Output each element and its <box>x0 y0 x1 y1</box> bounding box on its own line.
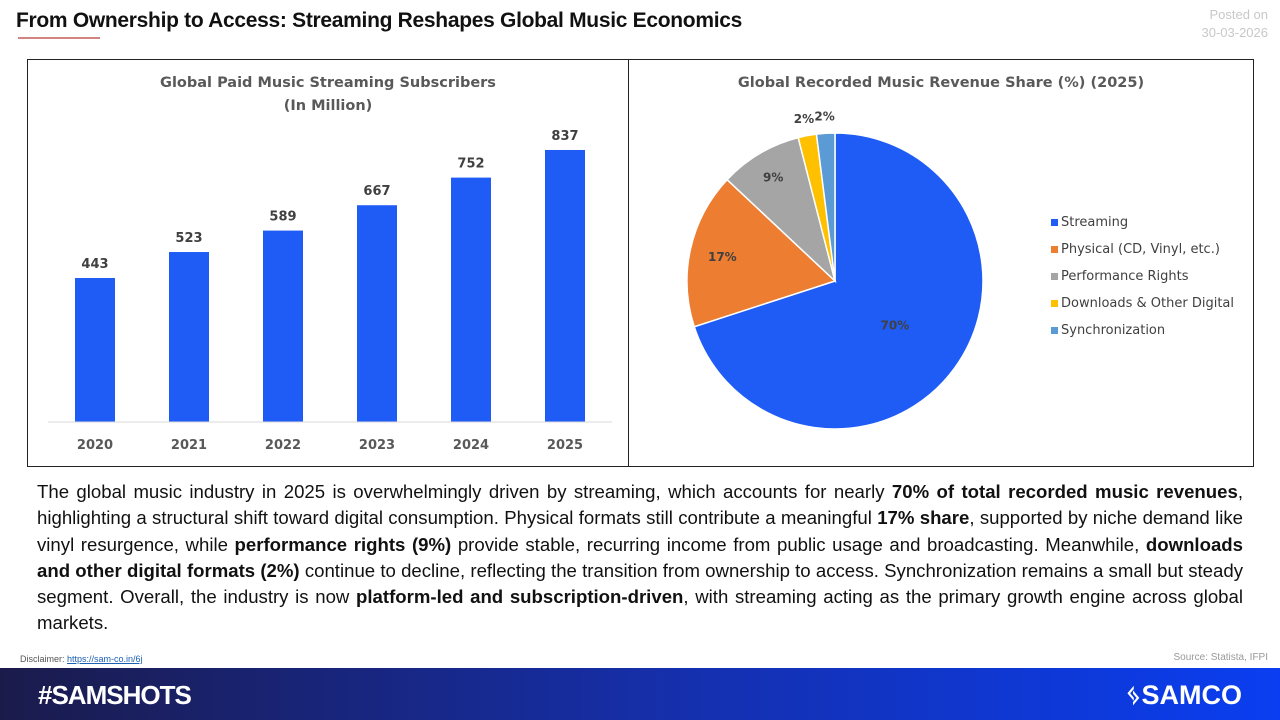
bar-value-label: 752 <box>457 157 484 172</box>
bar-2022 <box>263 230 303 422</box>
bar-value-label: 523 <box>175 231 202 246</box>
body-text: The global music industry in 2025 is ove… <box>37 481 892 502</box>
bar-2020 <box>75 278 115 422</box>
x-tick-label: 2020 <box>77 438 113 453</box>
bar-value-label: 667 <box>363 184 390 199</box>
footer-banner: #SAMSHOTS ᛃSAMCO <box>0 668 1280 720</box>
bar-value-label: 443 <box>81 257 108 272</box>
body-text: , with streaming acting as the primary g… <box>37 586 1243 634</box>
pie-data-label: 9% <box>763 171 783 185</box>
body-text: , highlighting a structural shift toward… <box>37 481 1244 529</box>
hashtag: #SAMSHOTS <box>38 680 192 710</box>
disclaimer-link[interactable]: https://sam-co.in/6j <box>67 654 143 664</box>
bar-value-label: 589 <box>269 210 296 225</box>
panel-divider <box>628 59 629 467</box>
legend-swatch <box>1051 327 1058 334</box>
logo-text: SAMCO <box>1141 680 1243 710</box>
x-tick-label: 2024 <box>453 438 489 453</box>
pie-data-label: 17% <box>708 250 737 264</box>
x-tick-label: 2021 <box>171 438 207 453</box>
legend-swatch <box>1051 219 1058 226</box>
highlight-text: performance rights (9%) <box>234 533 452 555</box>
pie-slice-1 <box>686 178 837 328</box>
pie-slice-4 <box>815 132 836 282</box>
legend-swatch <box>1051 246 1058 253</box>
bar-2021 <box>169 252 209 422</box>
charts-panel <box>27 59 1254 467</box>
x-tick-label: 2025 <box>547 438 583 453</box>
highlight-text: 70% of total recorded music revenues <box>891 481 1238 502</box>
posted-date: Posted on 30-03-2026 <box>1202 6 1269 42</box>
disclaimer-label: Disclaimer: <box>20 654 65 664</box>
bar-chart-subtitle: (In Million) <box>284 98 373 114</box>
highlight-text: 17% share <box>877 507 970 529</box>
title-underline <box>18 37 100 39</box>
pie-chart: Global Recorded Music Revenue Share (%) … <box>686 75 1234 430</box>
body-text: continue to decline, reflecting the tran… <box>37 559 1243 608</box>
pie-data-label: 70% <box>881 318 910 332</box>
pie-data-label: 2% <box>794 112 814 126</box>
body-text: , supported by niche demand like vinyl r… <box>37 507 1243 555</box>
pie-data-label: 2% <box>814 110 834 124</box>
highlight-text: platform-led and subscription-driven <box>356 586 684 608</box>
disclaimer: Disclaimer: https://sam-co.in/6j <box>20 654 143 664</box>
bar-value-label: 837 <box>551 129 578 144</box>
pie-slice-0 <box>693 132 984 430</box>
bar-2023 <box>357 205 397 422</box>
pie-slice-2 <box>726 136 837 284</box>
legend-label: Physical (CD, Vinyl, etc.) <box>1061 242 1220 257</box>
posted-value: 30-03-2026 <box>1201 25 1269 40</box>
page-title: From Ownership to Access: Streaming Resh… <box>16 9 742 32</box>
body-text: provide stable, recurring income from pu… <box>451 533 1146 555</box>
legend-swatch <box>1051 273 1058 280</box>
bar-chart: Global Paid Music Streaming Subscribers … <box>48 75 612 453</box>
samco-logo: ᛃSAMCO <box>1125 680 1242 711</box>
highlight-text: downloads and other digital formats (2%) <box>37 533 1243 581</box>
summary-paragraph: The global music industry in 2025 is ove… <box>37 479 1243 637</box>
x-tick-label: 2023 <box>359 438 395 453</box>
bar-chart-title: Global Paid Music Streaming Subscribers <box>160 75 496 91</box>
legend-swatch <box>1051 300 1058 307</box>
source-note: Source: Statista, IFPI <box>1173 652 1268 663</box>
legend-label: Downloads & Other Digital <box>1061 296 1234 311</box>
legend-label: Performance Rights <box>1061 269 1189 284</box>
bar-2025 <box>545 149 585 422</box>
pie-chart-title: Global Recorded Music Revenue Share (%) … <box>738 75 1144 91</box>
legend-label: Streaming <box>1061 215 1128 230</box>
x-tick-label: 2022 <box>265 438 301 453</box>
legend-label: Synchronization <box>1061 323 1165 338</box>
bar-2024 <box>451 177 491 422</box>
samco-logo-icon: ᛃ <box>1125 680 1142 710</box>
posted-label: Posted on <box>1209 7 1268 22</box>
